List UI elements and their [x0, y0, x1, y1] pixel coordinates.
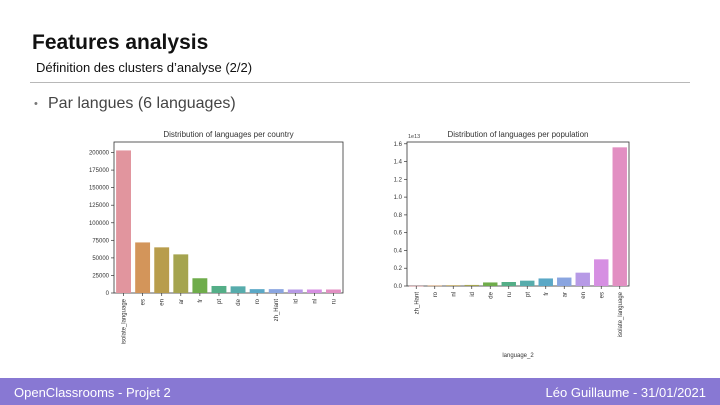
x-tick-label: fr — [198, 299, 204, 303]
chart-title: Distribution of languages per population — [448, 130, 589, 139]
plot-frame — [113, 141, 344, 294]
bar-fr — [192, 278, 208, 293]
bar-es — [135, 242, 151, 293]
y-tick-label: 0.2 — [394, 266, 403, 272]
x-tick-label: es — [141, 299, 147, 305]
x-tick-label: fr — [544, 292, 550, 296]
y-tick-label: 100000 — [89, 221, 110, 227]
bar-ar — [557, 277, 572, 286]
x-tick-label: zh_Hant — [274, 299, 280, 322]
bar-fr — [538, 278, 553, 286]
bar-zh_Hant — [268, 289, 284, 293]
y-tick-label: 1.2 — [394, 177, 403, 183]
bar-id — [464, 284, 479, 286]
chart-title: Distribution of languages per country — [163, 130, 293, 139]
x-tick-label: de — [488, 291, 494, 298]
y-tick-label: 125000 — [89, 203, 110, 209]
footer-left-text: OpenClassrooms - Projet 2 — [14, 385, 171, 400]
bar-de — [230, 286, 246, 293]
slide-title: Features analysis — [32, 31, 209, 54]
x-tick-label: ro — [255, 298, 261, 304]
y-tick-label: 0.8 — [394, 213, 403, 219]
y-tick-label: 1.4 — [394, 160, 403, 166]
y-tick-label: 200000 — [89, 151, 110, 157]
title-divider — [30, 82, 690, 83]
x-tick-label: ro — [433, 291, 439, 297]
bar-nl — [446, 285, 461, 286]
x-tick-label: isolate_language — [618, 291, 624, 337]
bar-ro — [249, 289, 265, 293]
bullet-text: Par langues (6 languages) — [48, 95, 236, 112]
x-tick-label: nl — [312, 299, 318, 304]
y-tick-label: 1.6 — [394, 142, 403, 148]
y-tick-label: 0.4 — [394, 248, 403, 254]
bar-nl — [306, 289, 322, 293]
x-tick-label: ar — [562, 292, 568, 297]
bar-pt — [211, 285, 227, 293]
x-tick-label: nl — [451, 292, 457, 297]
bar-de — [483, 282, 498, 286]
plot-frame — [406, 141, 630, 287]
x-tick-label: id — [293, 299, 299, 304]
bar-ar — [173, 254, 189, 293]
x-tick-label: id — [470, 292, 476, 297]
x-tick-label: ru — [331, 299, 337, 304]
chart-svg: Distribution of languages per country 0 25… — [89, 130, 344, 344]
x-tick-label: de — [236, 298, 242, 305]
y-tick-label: 0.6 — [394, 231, 403, 237]
x-tick-label: en — [581, 292, 587, 299]
slide-subtitle: Définition des clusters d’analyse (2/2) — [36, 60, 253, 75]
chart-svg: Distribution of languages per population… — [394, 130, 630, 359]
x-axis-label: language_2 — [502, 353, 534, 359]
bar-en — [575, 272, 590, 286]
bar-ru — [326, 289, 341, 293]
bar-isolate_language — [116, 150, 131, 293]
bullet-item: • Par langues (6 languages) — [34, 95, 236, 113]
scale-label: 1e13 — [408, 134, 420, 140]
bar-pt — [520, 280, 535, 286]
bullet-dot-icon: • — [34, 97, 38, 110]
chart-languages-per-country: Distribution of languages per country 0 25… — [78, 128, 353, 363]
y-tick-label: 0 — [106, 291, 110, 297]
x-tick-label: zh_Hant — [414, 292, 420, 315]
bar-ro — [427, 285, 442, 287]
x-tick-label: en — [160, 299, 166, 306]
x-tick-label: isolate_language — [122, 298, 128, 344]
chart-languages-per-population: Distribution of languages per population… — [385, 128, 635, 363]
y-tick-label: 1.0 — [394, 195, 403, 201]
y-tick-label: 150000 — [89, 186, 110, 192]
y-tick-label: 25000 — [92, 273, 109, 279]
x-tick-label: ar — [179, 299, 185, 304]
bar-es — [594, 259, 609, 286]
bar-ru — [501, 282, 516, 286]
bar-en — [154, 247, 170, 293]
x-tick-label: pt — [217, 299, 223, 304]
bar-isolate_language — [612, 147, 627, 286]
x-tick-label: es — [599, 292, 605, 298]
footer-right-text: Léo Guillaume - 31/01/2021 — [545, 385, 706, 400]
x-tick-label: pt — [525, 292, 531, 297]
y-tick-label: 75000 — [92, 238, 109, 244]
x-tick-label: ru — [507, 292, 513, 297]
y-tick-label: 50000 — [92, 256, 109, 262]
footer-bar: OpenClassrooms - Projet 2 Léo Guillaume … — [0, 378, 720, 405]
y-tick-label: 175000 — [89, 168, 110, 174]
bar-id — [287, 289, 303, 293]
y-tick-label: 0.0 — [394, 284, 403, 290]
